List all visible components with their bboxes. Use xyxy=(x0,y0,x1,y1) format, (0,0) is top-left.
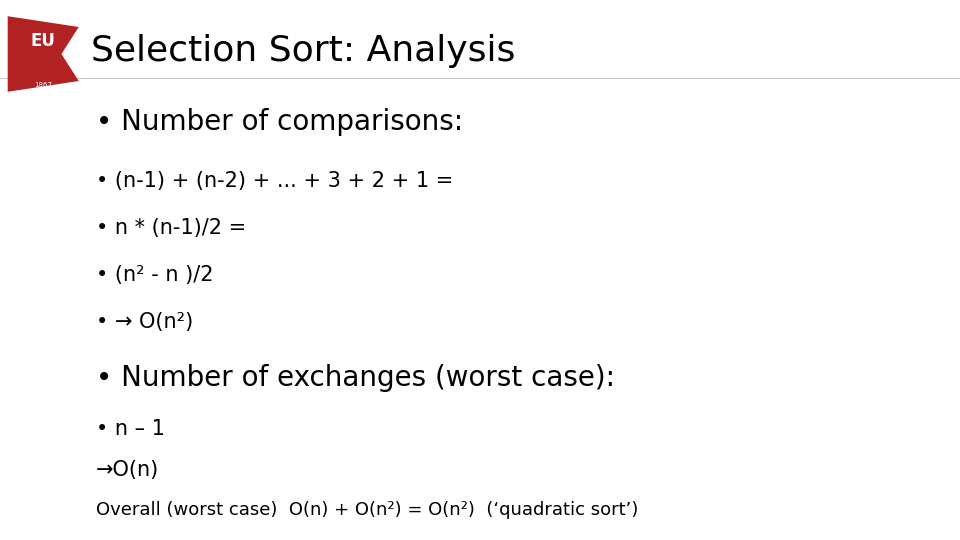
Text: • n – 1: • n – 1 xyxy=(96,419,165,440)
Text: • Number of comparisons:: • Number of comparisons: xyxy=(96,107,463,136)
Text: • n * (n-1)/2 =: • n * (n-1)/2 = xyxy=(96,218,247,238)
Text: • Number of exchanges (worst case):: • Number of exchanges (worst case): xyxy=(96,364,615,392)
Text: • → O(n²): • → O(n²) xyxy=(96,312,193,332)
Text: Overall (worst case)  O(n) + O(n²) = O(n²)  (‘quadratic sort’): Overall (worst case) O(n) + O(n²) = O(n²… xyxy=(96,501,638,519)
Text: • (n² - n )/2: • (n² - n )/2 xyxy=(96,265,213,285)
Text: Selection Sort: Analysis: Selection Sort: Analysis xyxy=(91,35,516,68)
Text: 1867: 1867 xyxy=(35,82,52,89)
Text: →O(n): →O(n) xyxy=(96,460,159,480)
Polygon shape xyxy=(8,16,79,92)
Text: EU: EU xyxy=(31,31,56,50)
Text: • (n-1) + (n-2) + ... + 3 + 2 + 1 =: • (n-1) + (n-2) + ... + 3 + 2 + 1 = xyxy=(96,171,453,191)
